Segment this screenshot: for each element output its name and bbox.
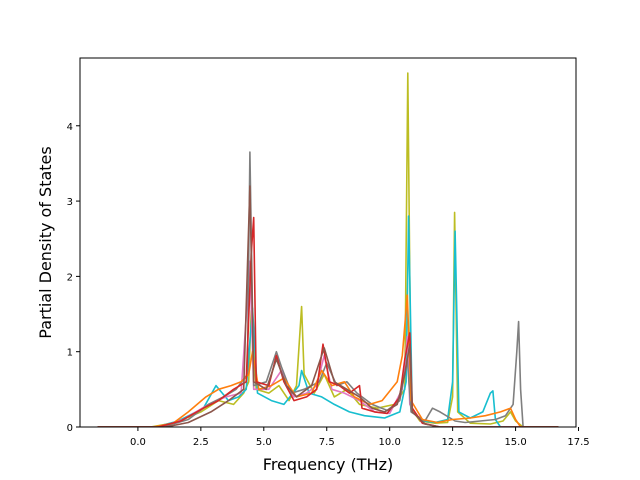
y-axis-ticks: 0 1 2 3 4 [67, 122, 80, 434]
x-tick-label: 12.5 [441, 437, 463, 448]
y-tick-label: 0 [67, 423, 73, 434]
y-tick-label: 1 [67, 348, 73, 359]
x-tick-label: 5.0 [256, 437, 272, 448]
x-tick-label: 7.5 [319, 437, 335, 448]
y-axis-label: Partial Density of States [36, 146, 55, 338]
y-tick-label: 4 [67, 122, 73, 133]
x-tick-label: 17.5 [567, 437, 589, 448]
y-tick-label: 2 [67, 272, 73, 283]
x-tick-label: 0.0 [130, 437, 146, 448]
x-tick-label: 10.0 [379, 437, 401, 448]
series-line-6 [97, 216, 559, 427]
x-tick-label: 2.5 [193, 437, 209, 448]
series-line-7 [97, 185, 559, 427]
x-axis-ticks: 0.0 2.5 5.0 7.5 10.0 12.5 15.0 17.5 [130, 427, 590, 448]
x-tick-label: 15.0 [504, 437, 526, 448]
series-layer [97, 72, 559, 427]
y-tick-label: 3 [67, 197, 73, 208]
plot-frame [79, 57, 577, 428]
x-axis-label: Frequency (THz) [263, 455, 393, 474]
series-line-5 [97, 294, 559, 427]
